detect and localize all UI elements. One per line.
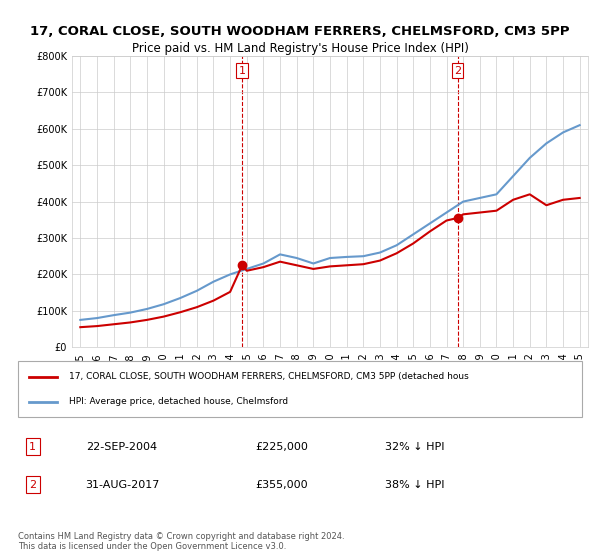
- Text: 38% ↓ HPI: 38% ↓ HPI: [385, 479, 444, 489]
- Text: 32% ↓ HPI: 32% ↓ HPI: [385, 441, 444, 451]
- Text: 2: 2: [29, 479, 37, 489]
- Text: 1: 1: [29, 441, 36, 451]
- Text: £355,000: £355,000: [255, 479, 308, 489]
- Text: 31-AUG-2017: 31-AUG-2017: [86, 479, 160, 489]
- FancyBboxPatch shape: [18, 361, 582, 417]
- Text: HPI: Average price, detached house, Chelmsford: HPI: Average price, detached house, Chel…: [69, 397, 288, 406]
- Text: 1: 1: [239, 66, 245, 76]
- Text: Price paid vs. HM Land Registry's House Price Index (HPI): Price paid vs. HM Land Registry's House …: [131, 42, 469, 55]
- Text: £225,000: £225,000: [255, 441, 308, 451]
- Text: 17, CORAL CLOSE, SOUTH WOODHAM FERRERS, CHELMSFORD, CM3 5PP (detached hous: 17, CORAL CLOSE, SOUTH WOODHAM FERRERS, …: [69, 372, 469, 381]
- Text: 17, CORAL CLOSE, SOUTH WOODHAM FERRERS, CHELMSFORD, CM3 5PP: 17, CORAL CLOSE, SOUTH WOODHAM FERRERS, …: [30, 25, 570, 38]
- Text: 2: 2: [454, 66, 461, 76]
- Text: Contains HM Land Registry data © Crown copyright and database right 2024.
This d: Contains HM Land Registry data © Crown c…: [18, 532, 344, 552]
- Text: 22-SEP-2004: 22-SEP-2004: [86, 441, 157, 451]
